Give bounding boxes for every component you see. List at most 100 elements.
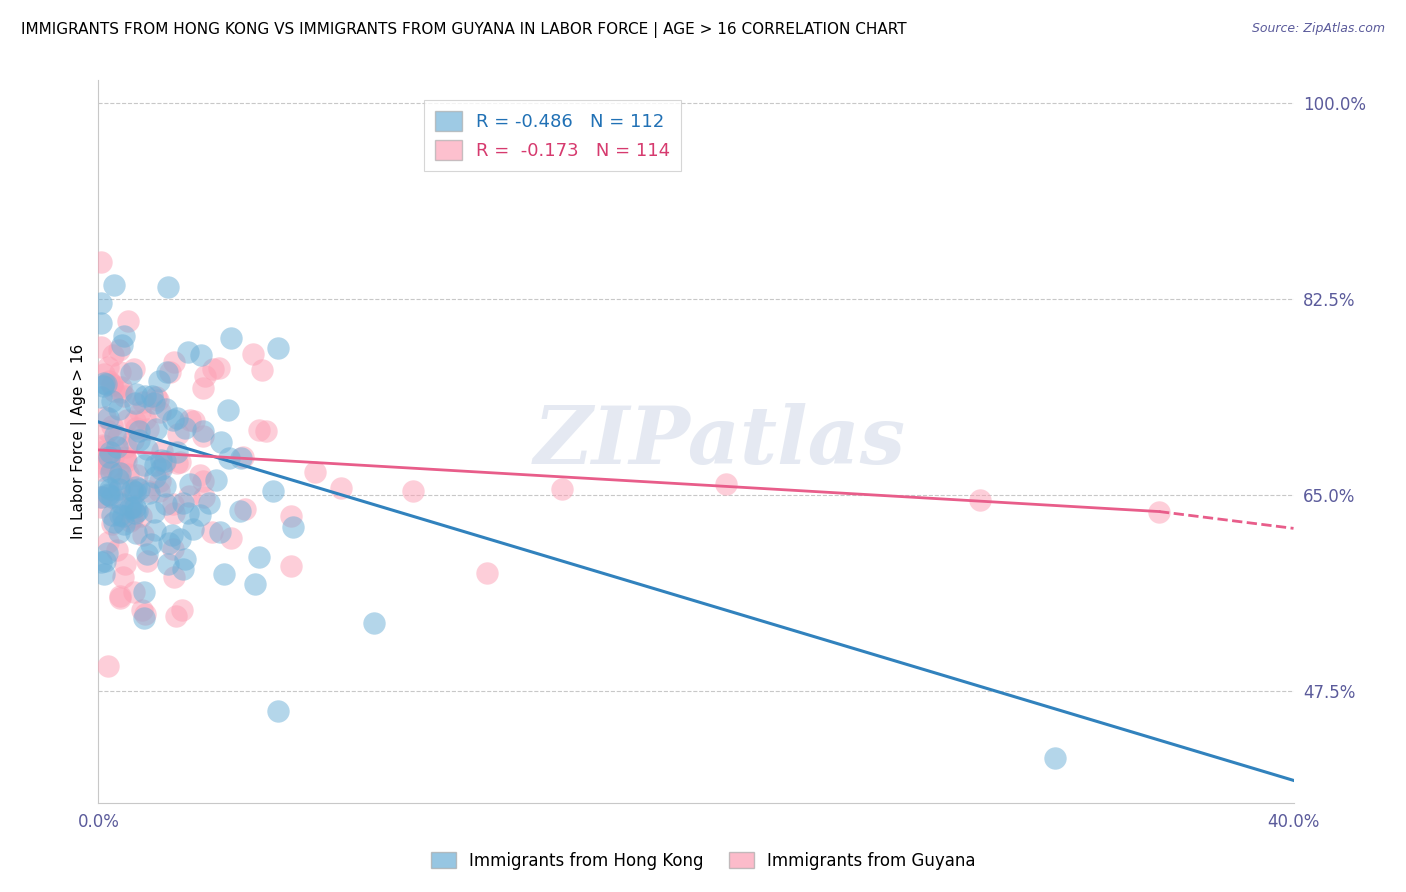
Point — [193, 474, 215, 488]
Point — [98, 450, 121, 464]
Point — [214, 567, 236, 582]
Point — [233, 501, 256, 516]
Point — [280, 509, 302, 524]
Point — [162, 542, 184, 557]
Point — [219, 532, 242, 546]
Point — [193, 429, 215, 443]
Point — [136, 547, 159, 561]
Point — [150, 462, 173, 476]
Point — [156, 366, 179, 380]
Point — [145, 390, 167, 404]
Point — [153, 479, 176, 493]
Point — [101, 348, 124, 362]
Point — [114, 389, 136, 403]
Point — [166, 410, 188, 425]
Point — [100, 393, 122, 408]
Point — [100, 459, 122, 474]
Point — [163, 570, 186, 584]
Point — [90, 456, 112, 470]
Text: IMMIGRANTS FROM HONG KONG VS IMMIGRANTS FROM GUYANA IN LABOR FORCE | AGE > 16 CO: IMMIGRANTS FROM HONG KONG VS IMMIGRANTS … — [21, 22, 907, 38]
Point — [218, 451, 240, 466]
Point — [124, 395, 146, 409]
Point — [114, 516, 136, 531]
Point — [142, 396, 165, 410]
Point — [125, 468, 148, 483]
Point — [193, 381, 215, 395]
Point — [198, 496, 221, 510]
Point — [122, 488, 145, 502]
Point — [134, 389, 156, 403]
Point — [191, 424, 214, 438]
Point — [124, 506, 146, 520]
Point — [163, 355, 186, 369]
Point — [190, 348, 212, 362]
Point — [181, 522, 204, 536]
Point — [188, 467, 211, 482]
Point — [111, 338, 134, 352]
Point — [159, 365, 181, 379]
Point — [134, 607, 156, 621]
Point — [134, 411, 156, 425]
Point — [136, 422, 159, 436]
Point — [98, 488, 121, 502]
Point — [114, 451, 136, 466]
Point — [90, 341, 112, 355]
Point — [141, 537, 163, 551]
Point — [112, 570, 135, 584]
Point — [121, 483, 143, 497]
Point — [121, 500, 143, 514]
Point — [93, 554, 115, 568]
Point — [163, 506, 186, 520]
Point — [107, 471, 129, 485]
Point — [91, 379, 114, 393]
Point — [402, 483, 425, 498]
Point — [145, 458, 167, 472]
Point — [101, 377, 124, 392]
Point — [93, 443, 115, 458]
Point — [108, 466, 131, 480]
Point — [105, 440, 128, 454]
Point — [93, 566, 115, 581]
Point — [90, 255, 112, 269]
Point — [105, 542, 128, 557]
Point — [172, 496, 194, 510]
Point — [475, 566, 498, 581]
Point — [162, 413, 184, 427]
Point — [107, 524, 129, 539]
Point — [108, 343, 131, 358]
Point — [108, 589, 131, 603]
Point — [249, 550, 271, 565]
Point — [94, 439, 117, 453]
Point — [201, 525, 224, 540]
Point — [969, 493, 991, 508]
Point — [148, 392, 170, 407]
Point — [110, 385, 132, 400]
Point — [194, 368, 217, 383]
Point — [247, 423, 270, 437]
Point — [280, 558, 302, 573]
Point — [138, 485, 160, 500]
Point — [91, 460, 114, 475]
Point — [108, 591, 131, 605]
Point — [155, 402, 177, 417]
Point — [205, 473, 228, 487]
Point — [202, 361, 225, 376]
Point — [101, 517, 124, 532]
Point — [129, 508, 152, 523]
Point — [108, 482, 131, 496]
Point — [148, 484, 170, 499]
Point — [112, 508, 135, 523]
Point — [103, 427, 125, 442]
Point — [150, 443, 173, 458]
Point — [162, 497, 184, 511]
Point — [94, 451, 117, 466]
Point — [153, 458, 176, 472]
Point — [97, 535, 120, 549]
Point — [124, 525, 146, 540]
Point — [110, 508, 132, 522]
Point — [90, 296, 112, 310]
Point — [118, 501, 141, 516]
Point — [177, 344, 200, 359]
Point — [90, 390, 112, 404]
Point — [107, 430, 129, 444]
